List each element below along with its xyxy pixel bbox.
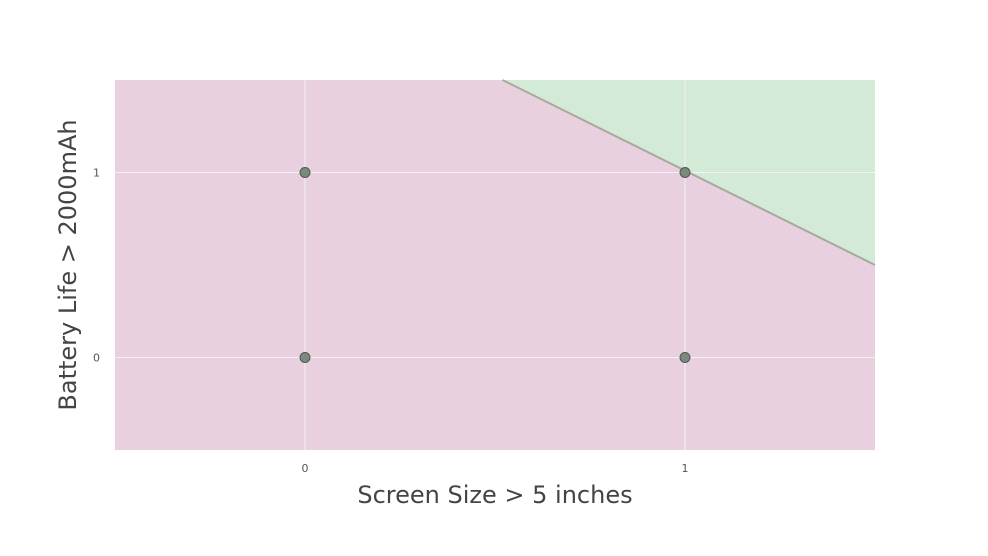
data-point — [679, 167, 691, 178]
x-axis-label: Screen Size > 5 inches — [357, 481, 632, 509]
data-point — [299, 352, 311, 363]
x-tick-label: 1 — [682, 462, 689, 475]
y-axis-label: Battery Life > 2000mAh — [54, 119, 82, 410]
data-point — [679, 352, 691, 363]
data-point — [299, 167, 311, 178]
grid-lines — [115, 80, 875, 450]
x-tick-label: 0 — [302, 462, 309, 475]
y-tick-labels: 01 — [93, 167, 100, 365]
y-tick-label: 1 — [93, 167, 100, 180]
y-tick-label: 0 — [93, 352, 100, 365]
data-points — [299, 167, 691, 363]
